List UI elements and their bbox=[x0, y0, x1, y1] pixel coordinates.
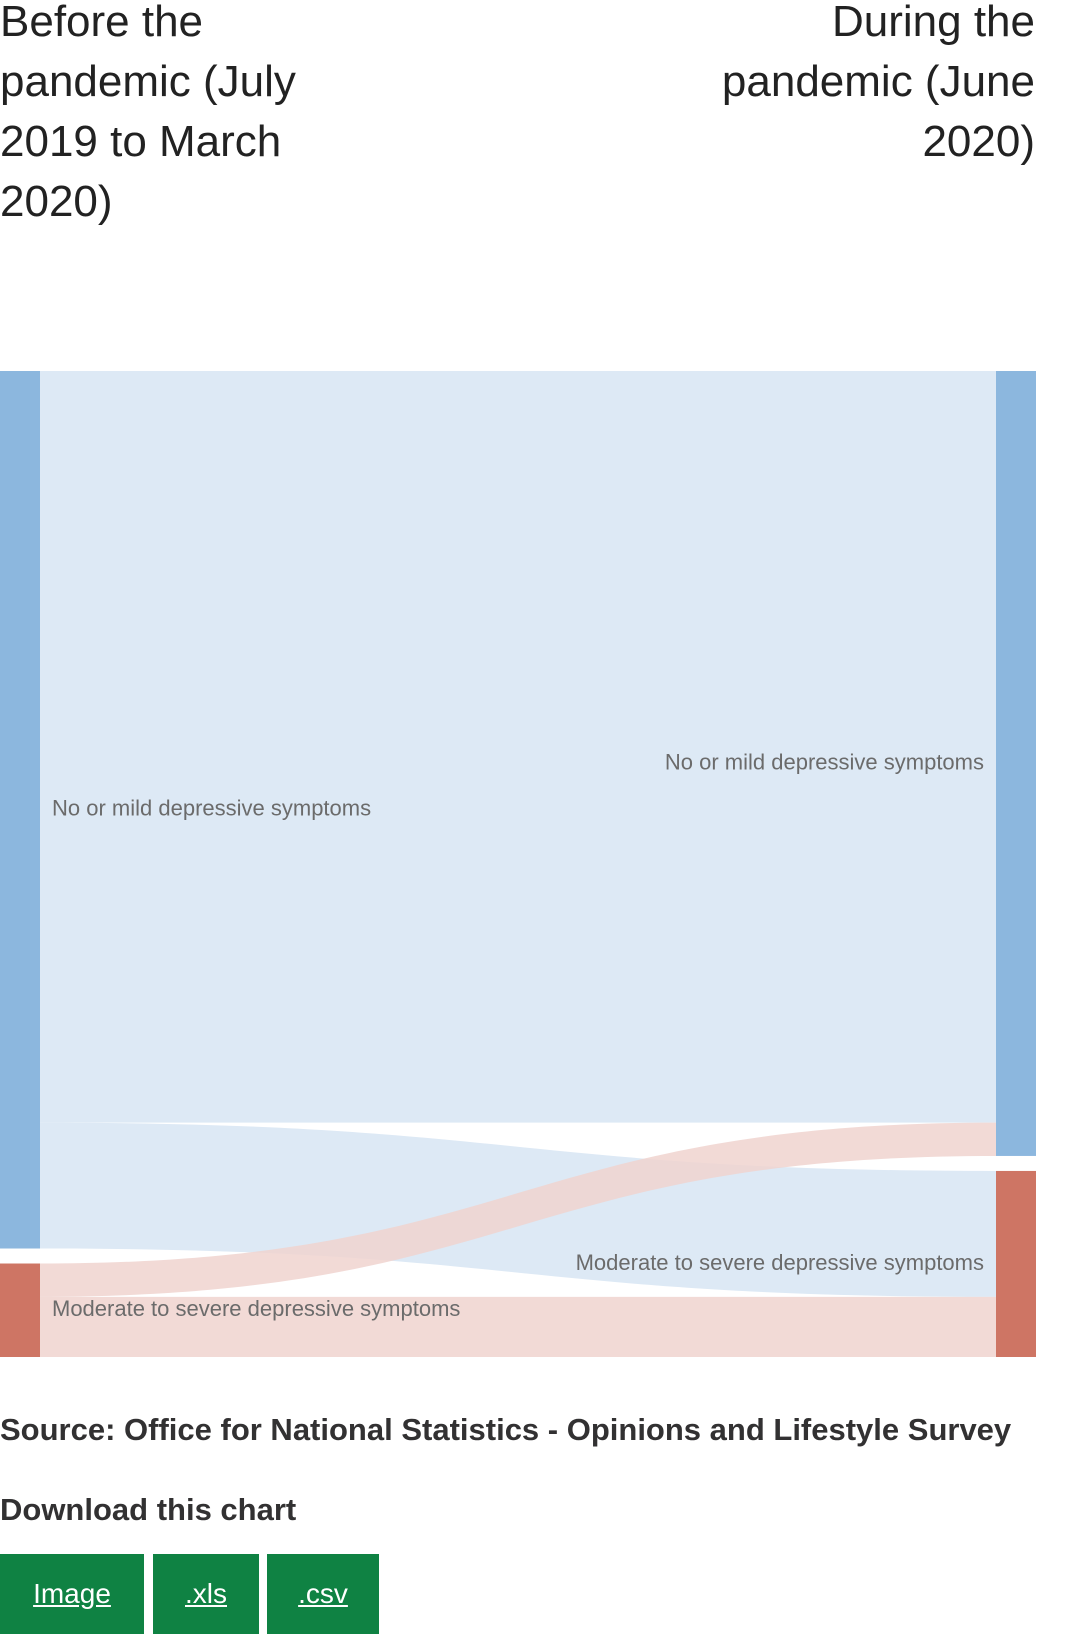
node-before-severe[interactable] bbox=[0, 1263, 40, 1357]
download-xls-button[interactable]: .xls bbox=[153, 1554, 259, 1634]
label-before-mild: No or mild depressive symptoms bbox=[52, 796, 371, 821]
link-before-severe-to-during-mild[interactable] bbox=[40, 1122, 996, 1297]
before-pandemic-heading: Before the pandemic (July 2019 to March … bbox=[0, 0, 296, 226]
label-during-severe: Moderate to severe depressive symptoms bbox=[576, 1250, 984, 1275]
during-pandemic-heading: During the pandemic (June 2020) bbox=[721, 0, 1035, 166]
node-before-mild[interactable] bbox=[0, 371, 40, 1249]
sankey-chart: No or mild depressive symptoms Moderate t… bbox=[0, 371, 1036, 1357]
link-before-severe-to-during-severe[interactable] bbox=[40, 1296, 996, 1357]
download-csv-button[interactable]: .csv bbox=[267, 1554, 379, 1634]
node-during-severe[interactable] bbox=[996, 1170, 1036, 1357]
link-before-mild-to-during-mild[interactable] bbox=[40, 371, 996, 1123]
download-image-button[interactable]: Image bbox=[0, 1554, 144, 1634]
links-layer bbox=[40, 371, 996, 1357]
label-during-mild: No or mild depressive symptoms bbox=[665, 749, 984, 774]
label-before-severe: Moderate to severe depressive symptoms bbox=[52, 1296, 460, 1321]
labels-layer: No or mild depressive symptoms Moderate t… bbox=[52, 749, 984, 1321]
node-during-mild[interactable] bbox=[996, 371, 1036, 1156]
nodes-layer bbox=[0, 371, 1036, 1357]
download-heading: Download this chart bbox=[0, 1492, 297, 1527]
source-note: Source: Office for National Statistics -… bbox=[0, 1412, 1012, 1447]
